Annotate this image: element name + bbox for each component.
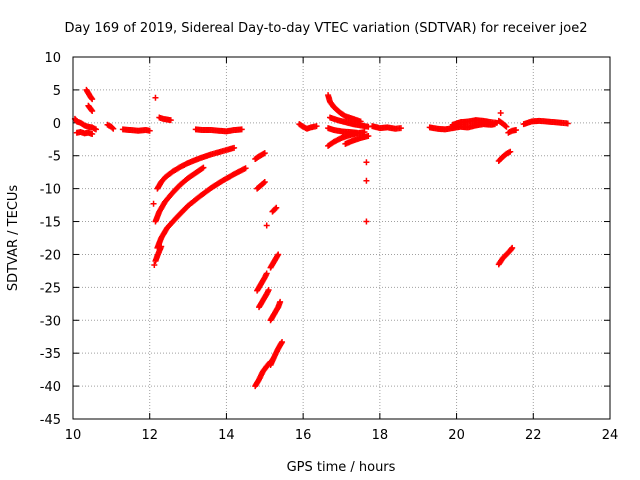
grid (73, 57, 610, 419)
data-point (89, 96, 96, 103)
plot-frame (72, 56, 611, 420)
x-tick-label: 18 (372, 428, 389, 443)
data-point (275, 251, 282, 258)
data-point (507, 148, 514, 155)
data-point (277, 298, 284, 305)
data-points (71, 86, 571, 390)
data-point (363, 177, 370, 184)
data-point (272, 205, 279, 212)
data-point (313, 123, 320, 130)
data-point (564, 120, 571, 127)
data-point (231, 144, 238, 151)
data-point (261, 179, 268, 186)
data-point (150, 200, 157, 207)
y-tick-label: -35 (40, 347, 61, 362)
data-point (200, 164, 207, 171)
data-point (279, 338, 286, 345)
y-tick-label: 5 (53, 84, 61, 99)
y-tick-label: -20 (40, 248, 61, 263)
data-point (110, 125, 117, 132)
data-point (146, 127, 153, 134)
data-point (93, 126, 100, 133)
data-point (502, 122, 509, 129)
x-tick-label: 22 (525, 428, 542, 443)
data-point (242, 165, 249, 172)
x-tick-label: 16 (295, 428, 312, 443)
data-point (109, 124, 116, 131)
data-point (513, 127, 520, 134)
data-point (273, 204, 280, 211)
data-point (365, 132, 372, 139)
x-tick-label: 12 (141, 428, 158, 443)
data-point (152, 94, 159, 101)
data-point (497, 109, 504, 116)
y-tick-label: -15 (40, 216, 61, 231)
data-point (265, 286, 272, 293)
data-point (89, 131, 96, 138)
data-point (261, 150, 268, 157)
x-axis-label: GPS time / hours (287, 460, 396, 475)
y-axis-label: SDTVAR / TECUs (6, 185, 21, 292)
x-tick-label: 14 (218, 428, 235, 443)
data-point (509, 244, 516, 251)
data-point (89, 107, 96, 114)
axis-ticks: 10 12 14 16 18 20 22 24 10 5 0 -5 -10 -15 -20 -25 -30 -35… (40, 51, 619, 443)
y-tick-label: -25 (40, 281, 61, 296)
y-tick-label: -10 (40, 183, 61, 198)
data-point (397, 125, 404, 132)
chart-title: Day 169 of 2019, Sidereal Day-to-day VTE… (65, 21, 588, 36)
y-tick-label: 10 (44, 51, 61, 66)
data-point (263, 222, 270, 229)
y-tick-label: -30 (40, 314, 61, 329)
y-tick-label: -45 (40, 413, 61, 428)
data-point (151, 261, 158, 268)
data-point (199, 165, 206, 172)
x-tick-label: 10 (65, 428, 82, 443)
y-tick-label: 0 (53, 117, 61, 132)
x-tick-label: 20 (448, 428, 465, 443)
y-tick-label: -5 (48, 150, 61, 165)
x-tick-label: 24 (602, 428, 619, 443)
data-point (363, 218, 370, 225)
data-point (503, 123, 510, 130)
data-point (260, 179, 267, 186)
data-point (263, 270, 270, 277)
data-point (238, 126, 245, 133)
y-tick-label: -40 (40, 380, 61, 395)
data-point (363, 159, 370, 166)
data-point (167, 117, 174, 124)
data-point (158, 243, 165, 250)
